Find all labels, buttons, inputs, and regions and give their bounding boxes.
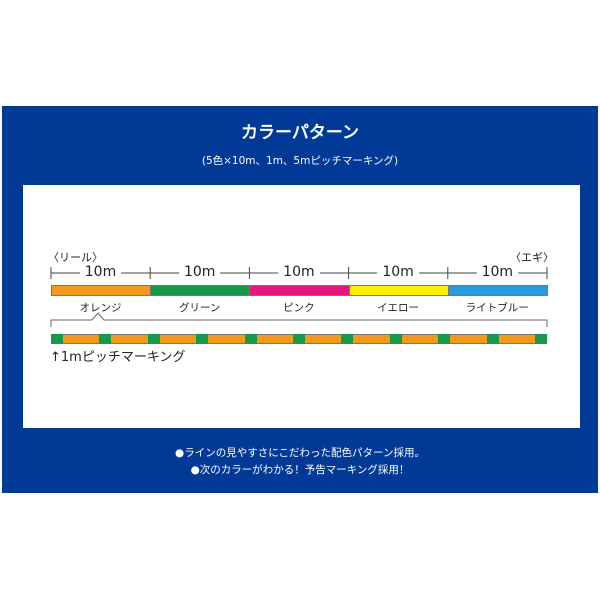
segment-length: 10m xyxy=(278,264,320,280)
color-label: イエロー xyxy=(377,302,420,314)
color-label: オレンジ xyxy=(79,302,122,314)
marking-square xyxy=(486,334,499,344)
segment-length: 10m xyxy=(178,264,221,280)
marking-square xyxy=(389,334,402,344)
marking-label: ↑1mピッチマーキング xyxy=(50,350,186,365)
marking-square xyxy=(292,334,306,344)
marking-square xyxy=(341,334,354,344)
segment-length: 10m xyxy=(476,264,519,280)
marking-square xyxy=(534,334,547,344)
segment-length-wrap: 10m xyxy=(51,264,150,280)
segment-length-wrap: 10m xyxy=(349,264,448,280)
segment-length-wrap: 10m xyxy=(448,264,547,280)
egi-end-label: 〈エギ〉 xyxy=(510,251,554,264)
marking-square xyxy=(244,334,257,344)
note-2: ●次のカラーがわかる！予告マーキング採用！ xyxy=(190,464,410,476)
color-label: ピンク xyxy=(283,302,315,314)
segment-length: 10m xyxy=(377,264,419,280)
color-segment xyxy=(348,285,449,296)
diagram-panel xyxy=(23,185,580,428)
marking-square xyxy=(99,334,112,344)
segment-length-wrap: 10m xyxy=(150,264,249,280)
segment-length-wrap: 10m xyxy=(249,264,348,280)
color-segment xyxy=(51,285,152,296)
subtitle: (5色×10m、1m、5mピッチマーキング) xyxy=(201,155,399,167)
segment-length: 10m xyxy=(79,264,122,280)
color-segment xyxy=(447,285,548,296)
note-1: ●ラインの見やすさにこだわった配色パターン採用。 xyxy=(175,447,425,459)
marking-square xyxy=(51,334,64,344)
color-label: ライトブルー xyxy=(465,302,529,314)
marking-square xyxy=(438,334,451,344)
color-segment xyxy=(150,285,251,296)
marking-square xyxy=(147,334,160,344)
reel-end-label: 〈リール〉 xyxy=(48,251,103,264)
page-title: カラーパターン xyxy=(241,123,359,143)
color-segment xyxy=(249,285,350,296)
bracket xyxy=(50,312,548,327)
color-label: グリーン xyxy=(178,302,221,314)
marking-square xyxy=(196,334,209,344)
